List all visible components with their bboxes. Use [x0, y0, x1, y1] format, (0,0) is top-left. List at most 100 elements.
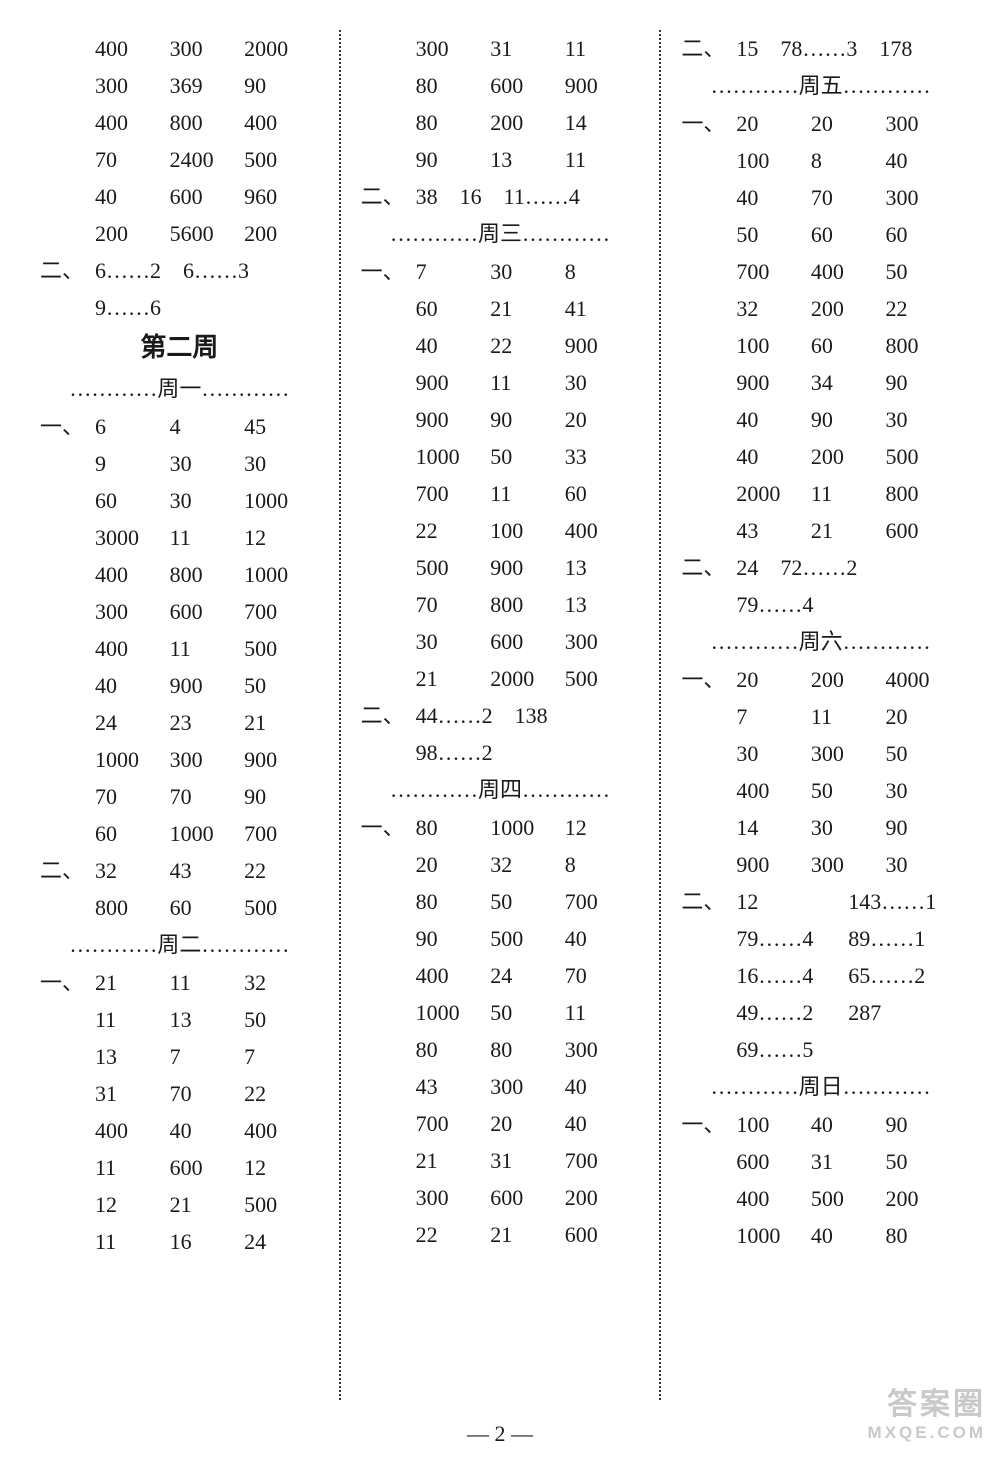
table-row: 300600200 — [361, 1179, 640, 1216]
table-row: 10005011 — [361, 994, 640, 1031]
table-row: 4008001000 — [40, 556, 319, 593]
watermark-bottom: MXQE.COM — [868, 1423, 986, 1443]
table-row: 1160012 — [40, 1149, 319, 1186]
section-two-row: 16……465……2 — [681, 957, 960, 994]
page-number: — 2 — — [0, 1421, 1000, 1447]
table-row: 8020014 — [361, 104, 640, 141]
section-two-row: 69……5 — [681, 1031, 960, 1068]
table-row: 7080013 — [361, 586, 640, 623]
table-row: 111350 — [40, 1001, 319, 1038]
table-row: 400800400 — [40, 104, 319, 141]
table-row: 4321600 — [681, 512, 960, 549]
table-row: 3220022 — [681, 290, 960, 327]
table-row: 一、2020300 — [681, 105, 960, 142]
table-row: 80600900 — [361, 67, 640, 104]
section-two-row: 9……6 — [40, 289, 319, 326]
table-row: 4070300 — [681, 179, 960, 216]
watermark: 答案圈 MXQE.COM — [868, 1379, 986, 1443]
table-row: 6003150 — [681, 1143, 960, 1180]
table-row: 2005600200 — [40, 215, 319, 252]
section-two-row: 98……2 — [361, 734, 640, 771]
table-row: 9001130 — [361, 364, 640, 401]
table-row: 20328 — [361, 846, 640, 883]
table-row: 一、1004090 — [681, 1106, 960, 1143]
table-row: 71120 — [681, 698, 960, 735]
day-divider-tue: …………周二………… — [40, 926, 319, 964]
table-row: 200011800 — [681, 475, 960, 512]
table-row: 901311 — [361, 141, 640, 178]
week-title: 第二周 — [40, 326, 319, 370]
table-row: 111624 — [40, 1223, 319, 1260]
table-row: 602141 — [361, 290, 640, 327]
table-row: 30600300 — [361, 623, 640, 660]
table-row: 10060800 — [681, 327, 960, 364]
column-middle: 3003111 80600900 8020014 901311 二、38 16 … — [339, 30, 660, 1400]
section-two-row: 79……489……1 — [681, 920, 960, 957]
table-row: 93030 — [40, 445, 319, 482]
day-divider-sat: …………周六………… — [681, 623, 960, 661]
table-row: 10005033 — [361, 438, 640, 475]
table-row: 317022 — [40, 1075, 319, 1112]
table-row: 212000500 — [361, 660, 640, 697]
table-row: 一、6445 — [40, 408, 319, 445]
column-right: 二、15 78……3 178 …………周五………… 一、2020300 1008… — [659, 30, 980, 1400]
table-row: 143090 — [681, 809, 960, 846]
table-row: 一、202004000 — [681, 661, 960, 698]
table-row: 40011500 — [40, 630, 319, 667]
table-row: 4022900 — [361, 327, 640, 364]
table-row: 40600960 — [40, 178, 319, 215]
section-two-row: 二、12143……1 — [681, 883, 960, 920]
table-row: 10004080 — [681, 1217, 960, 1254]
table-row: 100840 — [681, 142, 960, 179]
table-row: 9003490 — [681, 364, 960, 401]
day-divider-wed: …………周三………… — [361, 215, 640, 253]
table-row: 409030 — [681, 401, 960, 438]
page-container: 4003002000 30036990 400800400 702400500 … — [20, 30, 980, 1400]
table-row: 一、7308 — [361, 253, 640, 290]
day-divider-fri: …………周五………… — [681, 67, 960, 105]
column-left: 4003002000 30036990 400800400 702400500 … — [20, 30, 339, 1400]
table-row: 4090050 — [40, 667, 319, 704]
table-row: 242321 — [40, 704, 319, 741]
table-row: 702400500 — [40, 141, 319, 178]
section-two-row: 二、44……2 138 — [361, 697, 640, 734]
table-row: 400500200 — [681, 1180, 960, 1217]
table-row: 8080300 — [361, 1031, 640, 1068]
table-row: 一、211132 — [40, 964, 319, 1001]
table-row: 707090 — [40, 778, 319, 815]
table-row: 60301000 — [40, 482, 319, 519]
day-divider-mon: …………周一………… — [40, 370, 319, 408]
section-two-row: 二、6……2 6……3 — [40, 252, 319, 289]
table-row: 二、324322 — [40, 852, 319, 889]
table-row: 9009020 — [361, 401, 640, 438]
table-row: 3030050 — [681, 735, 960, 772]
section-two-row: 二、38 16 11……4 — [361, 178, 640, 215]
table-row: 7002040 — [361, 1105, 640, 1142]
table-row: 3003111 — [361, 30, 640, 67]
table-row: 70040050 — [681, 253, 960, 290]
day-divider-sun: …………周日………… — [681, 1068, 960, 1106]
day-divider-thu: …………周四………… — [361, 771, 640, 809]
table-row: 4005030 — [681, 772, 960, 809]
table-row: 40200500 — [681, 438, 960, 475]
table-row: 80060500 — [40, 889, 319, 926]
table-row: 8050700 — [361, 883, 640, 920]
table-row: 4003002000 — [40, 30, 319, 67]
table-row: 506060 — [681, 216, 960, 253]
table-row: 9050040 — [361, 920, 640, 957]
table-row: 40040400 — [40, 1112, 319, 1149]
table-row: 90030030 — [681, 846, 960, 883]
table-row: 2131700 — [361, 1142, 640, 1179]
section-two-row: 二、24 72……2 — [681, 549, 960, 586]
watermark-top: 答案圈 — [868, 1379, 986, 1423]
table-row: 30036990 — [40, 67, 319, 104]
table-row: 30001112 — [40, 519, 319, 556]
table-row: 1377 — [40, 1038, 319, 1075]
table-row: 7001160 — [361, 475, 640, 512]
table-row: 4330040 — [361, 1068, 640, 1105]
table-row: 1000300900 — [40, 741, 319, 778]
table-row: 4002470 — [361, 957, 640, 994]
table-row: 300600700 — [40, 593, 319, 630]
table-row: 50090013 — [361, 549, 640, 586]
table-row: 601000700 — [40, 815, 319, 852]
